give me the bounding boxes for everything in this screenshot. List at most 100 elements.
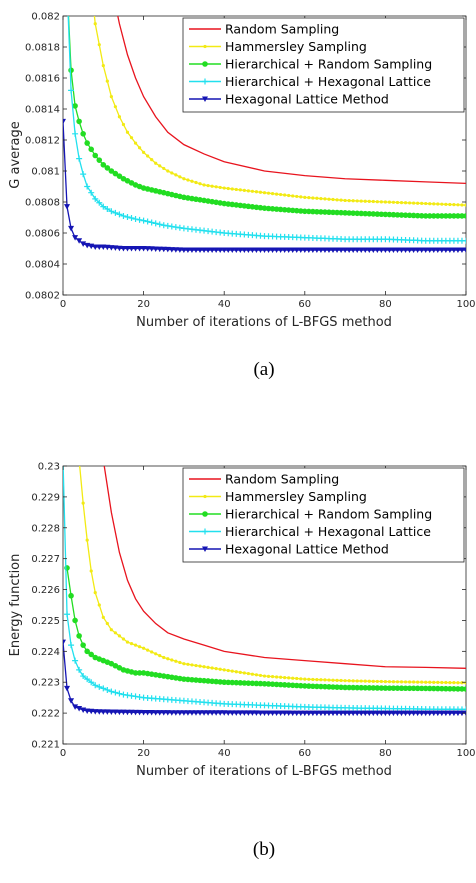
series-point-a-hammersley-sampling-97 <box>452 203 456 207</box>
series-point-b-hexagonal-lattice-method-19 <box>136 709 143 716</box>
x-tick-label-b-4: 80 <box>379 748 392 759</box>
series-point-b-hexagonal-lattice-method-32 <box>188 710 195 716</box>
series-line-b-random-sampling <box>103 466 466 669</box>
series-point-a-hexagonal-lattice-method-43 <box>233 247 240 254</box>
series-point-b-hammersley-sampling-69 <box>339 678 343 683</box>
series-point-a-hexagonal-lattice-method-26 <box>164 246 171 253</box>
series-point-b-hammersley-sampling-81 <box>387 680 392 684</box>
series-point-a-hammersley-sampling-95 <box>444 202 448 206</box>
series-point-a-hierarchical-hexagonal-lattice-8 <box>92 195 99 202</box>
series-point-a-hexagonal-lattice-method-12 <box>108 245 115 251</box>
series-point-a-hierarchical-random-sampling-100 <box>463 213 466 219</box>
series-point-b-hexagonal-lattice-method-58 <box>293 710 300 717</box>
series-point-b-hammersley-sampling-87 <box>412 680 416 684</box>
series-point-a-hierarchical-hexagonal-lattice-5 <box>80 171 87 178</box>
y-tick-label-b-8: 0.229 <box>31 492 60 503</box>
series-point-a-hexagonal-lattice-method-8 <box>92 244 99 250</box>
y-tick-label-b-6: 0.227 <box>31 554 60 565</box>
series-point-b-hexagonal-lattice-method-41 <box>225 710 232 716</box>
series-point-a-hexagonal-lattice-method-1 <box>64 204 71 210</box>
series-point-a-hexagonal-lattice-method-49 <box>257 247 264 254</box>
series-point-a-hexagonal-lattice-method-13 <box>112 245 119 251</box>
y-ticks-b: 0.221 0.222 0.223 0.224 0.225 0.226 0.227 0.228… <box>31 462 466 751</box>
series-point-b-hexagonal-lattice-method-89 <box>418 710 425 717</box>
y-ticks-a: 0.0802 0.0804 0.0806 0.0808 0.081 0.0812 0.081… <box>25 12 466 302</box>
series-point-a-hexagonal-lattice-method-31 <box>184 247 191 254</box>
legend-marker-a-hexagonal-lattice-method <box>202 96 208 102</box>
series-point-b-hammersley-sampling-52 <box>270 675 275 679</box>
series-point-b-hierarchical-hexagonal-lattice-15 <box>120 691 127 698</box>
series-point-a-hexagonal-lattice-method-67 <box>330 247 337 254</box>
series-point-a-hammersley-sampling-96 <box>448 202 452 207</box>
series-point-a-hexagonal-lattice-method-53 <box>273 247 280 254</box>
series-point-b-hexagonal-lattice-method-74 <box>358 710 365 717</box>
series-point-b-hexagonal-lattice-method-7 <box>88 708 95 715</box>
series-point-a-hexagonal-lattice-method-71 <box>346 247 353 254</box>
series-point-a-hierarchical-random-sampling-2 <box>68 67 74 74</box>
series-point-a-hexagonal-lattice-method-87 <box>410 247 417 254</box>
series-point-a-hammersley-sampling-30 <box>182 177 186 181</box>
series-point-a-hexagonal-lattice-method-80 <box>382 247 389 254</box>
series-point-b-hexagonal-lattice-method-93 <box>434 710 441 717</box>
legend-label-a-random-sampling: Random Sampling <box>225 22 339 37</box>
series-point-b-hexagonal-lattice-method-83 <box>394 710 401 717</box>
series-layer-b <box>63 466 466 717</box>
series-point-a-hexagonal-lattice-method-48 <box>253 247 260 254</box>
series-point-a-hammersley-sampling-71 <box>347 199 351 203</box>
series-point-b-hexagonal-lattice-method-95 <box>442 710 449 717</box>
series-a-random-sampling <box>117 16 466 185</box>
series-point-a-hammersley-sampling-100 <box>464 203 466 207</box>
series-point-b-hexagonal-lattice-method-38 <box>213 710 220 716</box>
series-point-a-hammersley-sampling-27 <box>170 171 174 175</box>
legend-label-b-random-sampling: Random Sampling <box>225 472 339 487</box>
series-point-b-hammersley-sampling-96 <box>448 680 452 685</box>
series-point-b-hierarchical-hexagonal-lattice-18 <box>132 693 139 700</box>
series-point-b-hammersley-sampling-90 <box>424 680 428 684</box>
series-point-a-hierarchical-hexagonal-lattice-26 <box>164 222 171 229</box>
y-tick-label-b-7: 0.228 <box>31 523 60 534</box>
series-point-b-hierarchical-random-sampling-6 <box>84 648 90 655</box>
series-point-b-hierarchical-random-sampling-5 <box>80 642 86 648</box>
series-point-b-hexagonal-lattice-method-44 <box>237 710 244 716</box>
series-point-a-hexagonal-lattice-method-69 <box>338 247 345 254</box>
legend-item-a-hammersley-sampling: Hammersley Sampling <box>189 39 367 54</box>
series-point-b-hierarchical-random-sampling-100 <box>463 686 466 692</box>
legend-marker-b-hierarchical-random-sampling <box>202 511 208 517</box>
series-point-b-hammersley-sampling-58 <box>295 676 299 681</box>
series-point-a-hammersley-sampling-84 <box>399 201 404 205</box>
series-point-b-hexagonal-lattice-method-51 <box>265 710 272 716</box>
series-point-b-hammersley-sampling-20 <box>142 646 146 650</box>
series-point-a-hammersley-sampling-9 <box>97 43 101 47</box>
series-point-b-hammersley-sampling-34 <box>198 664 202 668</box>
y-tick-label-a-0: 0.0802 <box>25 291 60 302</box>
x-tick-label-b-1: 20 <box>137 748 150 759</box>
series-point-a-hexagonal-lattice-method-36 <box>205 247 212 254</box>
series-point-a-hierarchical-hexagonal-lattice-17 <box>128 215 135 222</box>
series-point-b-hammersley-sampling-70 <box>343 679 347 683</box>
series-point-a-hexagonal-lattice-method-38 <box>213 247 220 254</box>
series-point-a-hammersley-sampling-43 <box>234 187 238 192</box>
series-point-b-hexagonal-lattice-method-29 <box>176 710 183 716</box>
series-point-a-hexagonal-lattice-method-95 <box>442 247 449 254</box>
legend-item-a-random-sampling: Random Sampling <box>189 22 339 37</box>
series-point-b-hierarchical-hexagonal-lattice-5 <box>80 673 87 680</box>
x-tick-label-a-5: 100 <box>456 299 475 310</box>
series-point-a-hammersley-sampling-15 <box>121 122 126 127</box>
series-b-hierarchical-random-sampling <box>64 565 466 692</box>
series-point-a-hexagonal-lattice-method-85 <box>402 247 409 254</box>
series-point-a-hammersley-sampling-12 <box>109 95 113 99</box>
legend-marker-b-hexagonal-lattice-method <box>202 546 208 552</box>
legend-label-b-hammersley-sampling: Hammersley Sampling <box>225 489 367 504</box>
series-a-hexagonal-lattice-method <box>63 118 466 254</box>
series-point-a-hexagonal-lattice-method-84 <box>398 247 405 254</box>
series-point-a-hammersley-sampling-60 <box>303 195 307 199</box>
series-point-b-hexagonal-lattice-method-65 <box>321 710 328 717</box>
series-b-hammersley-sampling <box>79 466 466 685</box>
series-point-a-hammersley-sampling-99 <box>460 203 464 207</box>
series-point-b-hammersley-sampling-17 <box>129 642 134 646</box>
series-point-a-hierarchical-random-sampling-10 <box>100 162 107 168</box>
series-b-hierarchical-hexagonal-lattice <box>63 466 466 713</box>
series-point-b-hierarchical-hexagonal-lattice-12 <box>108 688 115 695</box>
series-point-b-hexagonal-lattice-method-81 <box>386 710 393 717</box>
legend-label-b-hierarchical-hexagonal-lattice: Hierarchical + Hexagonal Lattice <box>225 524 431 539</box>
